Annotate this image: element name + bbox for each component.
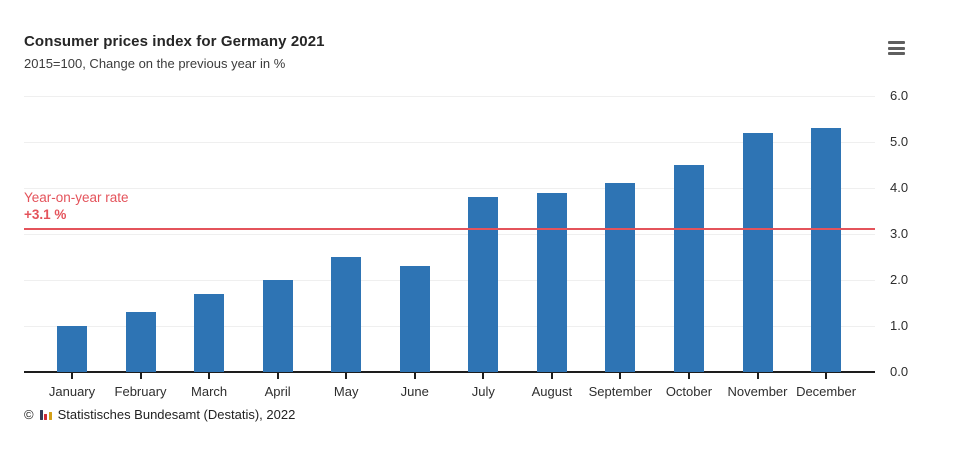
bar-may[interactable]	[331, 257, 362, 372]
logo-bar-gold	[48, 412, 52, 420]
x-axis-tick	[71, 373, 73, 379]
gridline	[24, 280, 875, 281]
y-axis-labels: 0.0 1.0 2.0 3.0 4.0 5.0 6.0	[890, 88, 950, 379]
logo-bar-dark	[39, 410, 43, 420]
x-axis-tick	[550, 373, 553, 379]
y-axis-label-0.0: 0.0	[890, 364, 909, 379]
hamburger-bar	[888, 46, 905, 50]
x-axis-tick	[276, 373, 279, 379]
y-axis-label-3.0: 3.0	[890, 226, 909, 241]
x-axis-label-march: March	[191, 384, 228, 399]
x-axis-label-july: July	[471, 384, 495, 399]
gridline	[24, 142, 875, 143]
chart-subtitle: 2015=100, Change on the previous year in…	[24, 56, 286, 71]
gridline	[24, 326, 875, 327]
y-axis-label-4.0: 4.0	[890, 180, 909, 195]
x-axis-tick	[619, 373, 622, 379]
x-axis-tick	[208, 373, 211, 379]
bar-august[interactable]	[536, 192, 567, 372]
x-axis-tick	[756, 373, 759, 379]
bar-june[interactable]	[399, 266, 430, 372]
gridline	[24, 234, 875, 235]
destatis-bar-chart-logo	[39, 409, 52, 420]
source-text: Statistisches Bundesamt (Destatis), 2022	[57, 407, 296, 422]
x-axis-label-october: October	[665, 384, 713, 399]
reference-line	[24, 228, 875, 231]
x-axis-tick	[687, 373, 690, 379]
y-axis-label-6.0: 6.0	[890, 88, 909, 103]
bar-january[interactable]	[57, 326, 87, 372]
bar-march[interactable]	[194, 293, 225, 372]
x-axis-label-september: September	[588, 384, 653, 399]
reference-line-value: +3.1 %	[24, 207, 67, 223]
chart-footer: © Statistisches Bundesamt (Destatis), 20…	[24, 407, 295, 422]
x-axis-label-august: August	[531, 384, 573, 399]
x-axis-line	[24, 371, 875, 373]
x-axis-tick	[825, 373, 828, 379]
reference-line-label: Year-on-year rate	[24, 190, 129, 206]
reference-line-annotation: Year-on-year rate +3.1 %	[24, 189, 129, 223]
x-axis-label-april: April	[264, 384, 291, 399]
y-axis-label-2.0: 2.0	[890, 272, 909, 287]
bar-september[interactable]	[605, 183, 636, 372]
bar-april[interactable]	[262, 280, 293, 372]
x-axis-tick	[345, 373, 348, 379]
bar-december[interactable]	[811, 128, 842, 372]
plot-area: Year-on-year rate +3.1 % January February…	[24, 96, 875, 399]
x-axis-label-june: June	[400, 384, 429, 399]
x-axis-label-january: January	[48, 384, 96, 399]
hamburger-menu-icon[interactable]	[887, 38, 909, 58]
copyright-symbol: ©	[24, 407, 34, 422]
hamburger-bar	[888, 41, 905, 44]
x-axis-label-december: December	[796, 384, 857, 399]
chart-title: Consumer prices index for Germany 2021	[24, 33, 325, 50]
x-axis-tick	[413, 373, 416, 379]
x-axis-label-february: February	[114, 384, 167, 399]
y-axis-label-1.0: 1.0	[890, 318, 909, 333]
x-axis-label-november: November	[727, 384, 788, 399]
y-axis-label-5.0: 5.0	[890, 134, 909, 149]
logo-bar-red	[44, 414, 48, 420]
x-axis-tick	[482, 373, 485, 379]
bar-october[interactable]	[673, 165, 704, 372]
x-axis-label-may: May	[333, 384, 359, 399]
gridline	[24, 96, 875, 97]
bar-november[interactable]	[742, 132, 773, 372]
gridline	[24, 188, 875, 189]
bar-july[interactable]	[468, 197, 499, 372]
bar-february[interactable]	[125, 312, 156, 372]
x-axis-tick	[139, 373, 142, 379]
hamburger-bar	[888, 52, 905, 55]
